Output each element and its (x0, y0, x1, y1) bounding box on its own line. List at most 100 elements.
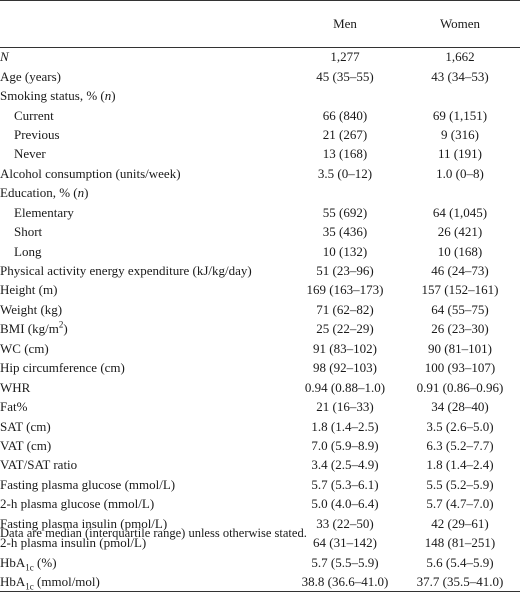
women-value: 26 (23–30) (431, 321, 489, 337)
women-value: 5.5 (5.2–5.9) (426, 476, 494, 492)
header-label (0, 0, 290, 48)
men-value: 5.7 (5.5–5.9) (311, 554, 379, 570)
women-value: 46 (24–73) (431, 263, 489, 279)
table-row: Weight (kg) 71 (62–82) 64 (55–75) (0, 300, 520, 319)
row-label: Hip circumference (cm) (0, 360, 125, 376)
table-row: Age (years) 45 (35–55) 43 (34–53) (0, 67, 520, 86)
women-value: 90 (81–101) (428, 340, 492, 356)
table-row: SAT (cm) 1.8 (1.4–2.5) 3.5 (2.6–5.0) (0, 417, 520, 436)
table-footnote: Data are median (interquartile range) un… (0, 526, 307, 540)
men-value: 91 (83–102) (313, 340, 377, 356)
row-label: HbA1c (%) (0, 554, 57, 573)
row-label: HbA1c (mmol/mol) (0, 572, 290, 592)
men-value: 1,277 (330, 49, 360, 65)
women-value: 5.7 (4.7–7.0) (426, 496, 494, 512)
table-row: 2-h plasma glucose (mmol/L) 5.0 (4.0–6.4… (0, 495, 520, 514)
row-label: Short (14, 224, 43, 240)
women-value: 1.0 (0–8) (436, 165, 484, 181)
table-row: Never 13 (168) 11 (191) (0, 145, 520, 164)
table-row: WC (cm) 91 (83–102) 90 (81–101) (0, 339, 520, 358)
table-row: HbA1c (%) 5.7 (5.5–5.9) 5.6 (5.4–5.9) (0, 553, 520, 572)
women-value: 43 (34–53) (431, 68, 489, 84)
men-value: 33 (22–50) (316, 515, 374, 531)
women-value: 1.8 (1.4–2.4) (426, 457, 494, 473)
row-label: Education, % (n) (0, 185, 89, 201)
row-label: WC (cm) (0, 340, 49, 356)
row-label: Fasting plasma insulin (pmol/L) (0, 515, 168, 531)
row-label: Height (m) (0, 282, 58, 298)
header-men: Men (290, 0, 400, 48)
row-label: Alcohol consumption (units/week) (0, 165, 181, 181)
row-label: Fasting plasma glucose (mmol/L) (0, 476, 176, 492)
men-value: 51 (23–96) (316, 263, 374, 279)
men-value (290, 86, 400, 105)
table-row: Fasting plasma glucose (mmol/L) 5.7 (5.3… (0, 475, 520, 494)
women-value: 37.7 (35.5–41.0) (400, 572, 520, 592)
row-label: BMI (kg/m2) (0, 320, 68, 337)
men-value: 55 (692) (322, 204, 368, 220)
row-label: Weight (kg) (0, 301, 63, 317)
women-value: 64 (55–75) (431, 301, 489, 317)
table-row: Height (m) 169 (163–173) 157 (152–161) (0, 281, 520, 300)
table-row: VAT/SAT ratio 3.4 (2.5–4.9) 1.8 (1.4–2.4… (0, 456, 520, 475)
women-value: 9 (316) (441, 126, 479, 142)
men-value: 13 (168) (322, 146, 368, 162)
women-value: 34 (28–40) (431, 399, 489, 415)
women-value: 26 (421) (437, 224, 483, 240)
table-row: HbA1c (mmol/mol) 38.8 (36.6–41.0) 37.7 (… (0, 572, 520, 592)
men-value: 98 (92–103) (313, 360, 377, 376)
table-row: Short 35 (436) 26 (421) (0, 222, 520, 241)
row-label: Previous (14, 126, 60, 142)
men-value: 38.8 (36.6–41.0) (290, 572, 400, 592)
women-value: 148 (81–251) (424, 535, 496, 551)
women-value: 6.3 (5.2–7.7) (426, 437, 494, 453)
men-value: 1.8 (1.4–2.5) (311, 418, 379, 434)
table-row: Smoking status, % (n) (0, 86, 520, 105)
row-label: WHR (0, 379, 31, 395)
row-label: VAT/SAT ratio (0, 457, 78, 473)
header-women: Women (400, 0, 520, 48)
table-row: Elementary 55 (692) 64 (1,045) (0, 203, 520, 222)
men-value: 21 (267) (322, 126, 368, 142)
women-value: 10 (168) (437, 243, 483, 259)
row-label: Long (14, 243, 42, 259)
women-value: 5.6 (5.4–5.9) (426, 554, 494, 570)
men-value: 71 (62–82) (316, 301, 374, 317)
women-value: 3.5 (2.6–5.0) (426, 418, 494, 434)
row-label: 2-h plasma glucose (mmol/L) (0, 496, 155, 512)
men-value: 0.94 (0.88–1.0) (304, 379, 386, 395)
table-row: Physical activity energy expenditure (kJ… (0, 261, 520, 280)
women-value: 100 (93–107) (424, 360, 496, 376)
men-value: 45 (35–55) (316, 68, 374, 84)
women-value: 69 (1,151) (432, 107, 488, 123)
women-value: 0.91 (0.86–0.96) (416, 379, 504, 395)
men-value: 66 (840) (322, 107, 368, 123)
table-row: Education, % (n) (0, 184, 520, 203)
table-row: BMI (kg/m2) 25 (22–29) 26 (23–30) (0, 320, 520, 339)
men-value: 169 (163–173) (306, 282, 384, 298)
men-value: 25 (22–29) (316, 321, 374, 337)
table-row: Hip circumference (cm) 98 (92–103) 100 (… (0, 359, 520, 378)
header-row: Men Women (0, 0, 520, 48)
table-row: Alcohol consumption (units/week) 3.5 (0–… (0, 164, 520, 183)
table-row: Fasting plasma insulin (pmol/L) 33 (22–5… (0, 514, 520, 533)
row-label: Elementary (14, 204, 74, 220)
row-label: SAT (cm) (0, 418, 51, 434)
men-value: 3.5 (0–12) (317, 165, 373, 181)
table-row: Fat% 21 (16–33) 34 (28–40) (0, 397, 520, 416)
table-row: VAT (cm) 7.0 (5.9–8.9) 6.3 (5.2–7.7) (0, 436, 520, 455)
men-value: 35 (436) (322, 224, 368, 240)
men-value: 7.0 (5.9–8.9) (311, 437, 379, 453)
row-label: N (0, 49, 9, 65)
women-value: 157 (152–161) (421, 282, 499, 298)
row-label: VAT (cm) (0, 437, 52, 453)
women-value: 42 (29–61) (431, 515, 489, 531)
women-value: 11 (191) (438, 146, 482, 162)
row-label: Age (years) (0, 68, 61, 84)
women-value (400, 184, 520, 203)
men-value: 5.7 (5.3–6.1) (311, 476, 379, 492)
women-value: 64 (1,045) (432, 204, 488, 220)
table-row: Current 66 (840) 69 (1,151) (0, 106, 520, 125)
table-row: Long 10 (132) 10 (168) (0, 242, 520, 261)
